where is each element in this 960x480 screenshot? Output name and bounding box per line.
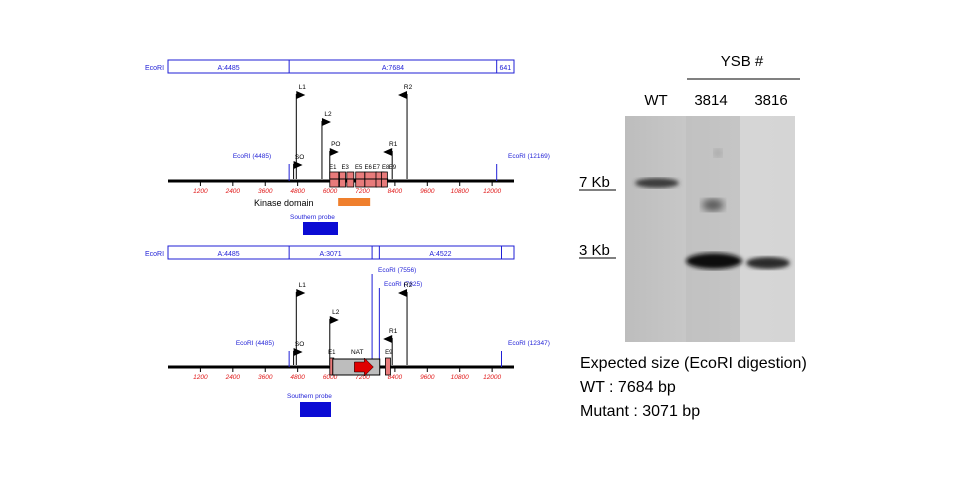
restriction-site-label: EcoRI (4485) (236, 340, 274, 347)
exon-label: E9 (385, 350, 393, 356)
exon-label: E3 (342, 165, 350, 171)
primer-flag (293, 348, 303, 356)
primer-label: SO (295, 154, 304, 161)
ruler-tick-label: 1200 (193, 188, 208, 195)
nat-arrow-icon (354, 357, 374, 377)
primer-label: SO (295, 341, 304, 348)
exon-label: E5 (355, 165, 363, 171)
enzyme-label: EcoRI (145, 251, 164, 258)
ruler-tick-label: 10800 (451, 188, 469, 195)
ruler-tick-label: 4800 (290, 374, 305, 381)
southern-probe-bar (300, 402, 331, 417)
restriction-site-label: EcoRI (12169) (508, 153, 550, 160)
ruler-tick-label: 8400 (388, 188, 403, 195)
ruler-tick-label: 2400 (225, 188, 241, 195)
ruler-tick-label: 12000 (483, 374, 501, 381)
primer-label: PO (331, 141, 340, 148)
blot-band (746, 257, 790, 269)
fragment-box (167, 59, 515, 74)
blot-band (635, 178, 679, 188)
restriction-site-label: EcoRI (7556) (378, 267, 416, 274)
fragment-label: A:4485 (217, 65, 239, 72)
primer-flag (296, 91, 306, 99)
exon-label: E9 (389, 165, 397, 171)
kinase-domain-label: Kinase domain (254, 198, 314, 208)
restriction-site-label: EcoRI (4485) (233, 153, 271, 160)
exon-label: E8 (382, 165, 390, 171)
ruler-tick-label: 10800 (451, 374, 469, 381)
strain-group-label: YSB # (721, 53, 764, 70)
fragment-label: A:3071 (320, 251, 342, 258)
primer-label: L2 (324, 111, 332, 118)
primer-flag (293, 161, 303, 169)
ruler-tick-label: 12000 (483, 188, 501, 195)
restriction-site-label: EcoRI (12347) (508, 340, 550, 347)
primer-flag (398, 289, 408, 297)
blot-band (714, 149, 722, 157)
nat-label: NAT (351, 349, 364, 356)
southern-probe-label: Southern probe (290, 214, 335, 221)
fragment-box (167, 245, 515, 260)
primer-label: R1 (389, 328, 398, 335)
ruler-tick-label: 6000 (323, 188, 338, 195)
blot-caption-line: Expected size (EcoRI digestion) (580, 355, 807, 372)
primer-flag (296, 289, 306, 297)
primer-flag (383, 335, 393, 343)
primer-flag (321, 118, 331, 126)
southern-probe-label: Southern probe (287, 393, 332, 400)
ruler-tick-label: 2400 (225, 374, 241, 381)
wildtype-map: EcoRI A:4485 A:7684 641 1200 2400 3600 4800 6000… (145, 59, 550, 235)
southern-blot-panel: YSB # WT 3814 3816 7 Kb 3 Kb Expected size (Ec… (579, 53, 807, 420)
ruler-tick-label: 7200 (355, 188, 370, 195)
primer-label: R2 (404, 282, 413, 289)
primer-flag (398, 91, 408, 99)
blot-lane-shade (686, 116, 740, 342)
primer-label: L1 (299, 282, 307, 289)
fragment-label: 641 (499, 65, 511, 72)
exon-label: E7 (373, 165, 381, 171)
ruler-tick-label: 1200 (193, 374, 208, 381)
blot-lane-shade (740, 116, 795, 342)
primer-flag (329, 316, 339, 324)
exon-label: E1 (329, 165, 337, 171)
blot-caption-line: Mutant : 3071 bp (580, 403, 700, 420)
ruler-tick-label: 9600 (420, 374, 435, 381)
enzyme-label: EcoRI (145, 65, 164, 72)
exon-label: E6 (365, 165, 373, 171)
primer-label: R1 (389, 141, 398, 148)
lane-label: 3816 (754, 92, 787, 109)
lane-label: 3814 (694, 92, 727, 109)
fragment-label: A:4485 (217, 251, 239, 258)
blot-caption-line: WT : 7684 bp (580, 379, 676, 396)
primer-label: L2 (332, 309, 340, 316)
restriction-site-label: EcoRI (7825) (384, 281, 422, 288)
primer-flag (383, 148, 393, 156)
size-marker-label: 7 Kb (579, 174, 610, 191)
ruler-tick-label: 6000 (323, 374, 338, 381)
primer-flag (329, 148, 339, 156)
blot-band (686, 253, 742, 269)
ruler-tick-label: 9600 (420, 188, 435, 195)
exon-block (385, 357, 391, 376)
primer-label: R2 (404, 84, 413, 91)
kinase-domain-bar (338, 198, 371, 206)
size-marker-label: 3 Kb (579, 242, 610, 259)
ruler-tick-label: 7200 (355, 374, 370, 381)
southern-probe-bar (303, 222, 338, 235)
ruler-tick-label: 3600 (258, 374, 273, 381)
primer-label: L1 (299, 84, 307, 91)
fragment-label: A:7684 (382, 65, 404, 72)
exon-label: E1 (328, 350, 336, 356)
ruler-tick-label: 4800 (290, 188, 305, 195)
ruler-tick-label: 8400 (388, 374, 403, 381)
lane-label: WT (644, 92, 667, 109)
ruler-tick-label: 3600 (258, 188, 273, 195)
mutant-map: EcoRI A:4485 A:3071 A:4522 1200 2400 3600 4800 6… (145, 245, 550, 417)
fragment-label: A:4522 (429, 251, 451, 258)
blot-band (702, 199, 724, 211)
